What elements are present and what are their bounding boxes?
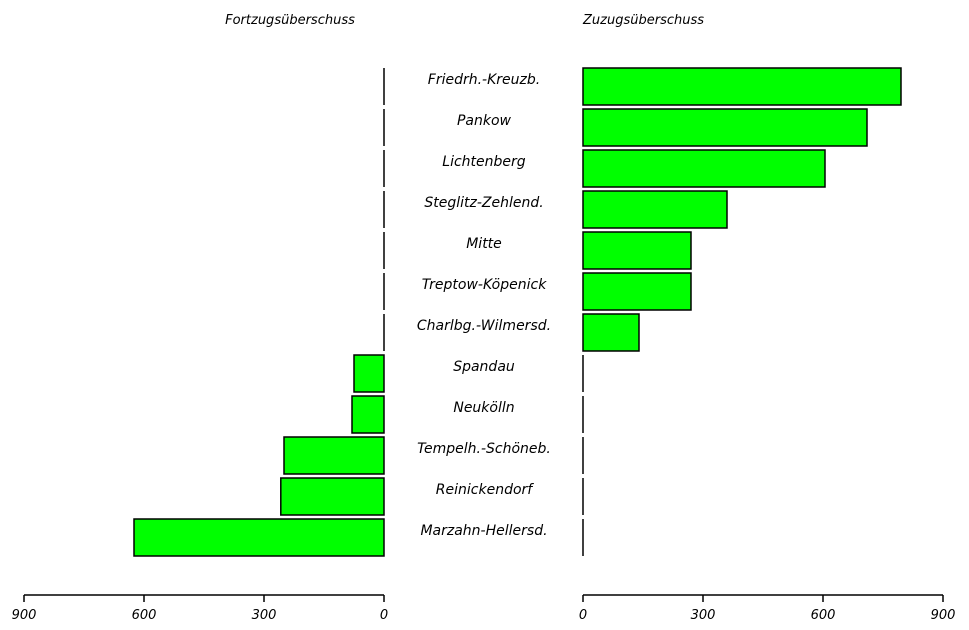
bar-left [283, 436, 385, 475]
bar-right [582, 67, 902, 106]
left-axis-tick-label: 300 [252, 608, 277, 623]
bar-right [582, 149, 826, 188]
category-label: Charlbg.-Wilmersd. [417, 318, 551, 334]
category-labels-group: Friedrh.-Kreuzb. Pankow Lichtenberg Steglit… [417, 72, 551, 539]
category-label: Spandau [453, 359, 515, 375]
axes-group: 900 600 300 0 0 300 600 900 [12, 594, 956, 623]
right-axis-tick-label: 900 [931, 608, 956, 623]
category-label: Lichtenberg [442, 154, 525, 170]
right-axis-tick-label: 0 [579, 608, 587, 623]
left-axis-tick-label: 900 [12, 608, 37, 623]
category-label: Marzahn-Hellersd. [420, 523, 547, 539]
bar-left [351, 395, 385, 434]
bar-left [133, 518, 385, 557]
right-axis-tick-label: 600 [811, 608, 836, 623]
category-label: Tempelh.-Schöneb. [417, 441, 551, 457]
bar-right [582, 108, 868, 147]
bar-left [280, 477, 385, 516]
bar-right [582, 190, 728, 229]
right-axis-tick-label: 300 [691, 608, 716, 623]
category-label: Steglitz-Zehlend. [424, 195, 543, 211]
left-axis-tick-label: 0 [380, 608, 388, 623]
category-label: Pankow [457, 113, 512, 129]
category-label: Mitte [466, 236, 502, 252]
category-label: Reinickendorf [436, 482, 534, 498]
left-panel-title: Fortzugsüberschuss [225, 13, 355, 28]
bar-right [582, 313, 640, 352]
category-label: Neukölln [453, 400, 514, 416]
category-label: Friedrh.-Kreuzb. [428, 72, 540, 88]
bar-right [582, 272, 692, 311]
category-label: Treptow-Köpenick [422, 277, 547, 293]
left-axis-tick-label: 600 [132, 608, 157, 623]
right-panel-title: Zuzugsüberschuss [582, 13, 704, 28]
bars-group [133, 67, 902, 557]
bar-left [353, 354, 385, 393]
bar-right [582, 231, 692, 270]
